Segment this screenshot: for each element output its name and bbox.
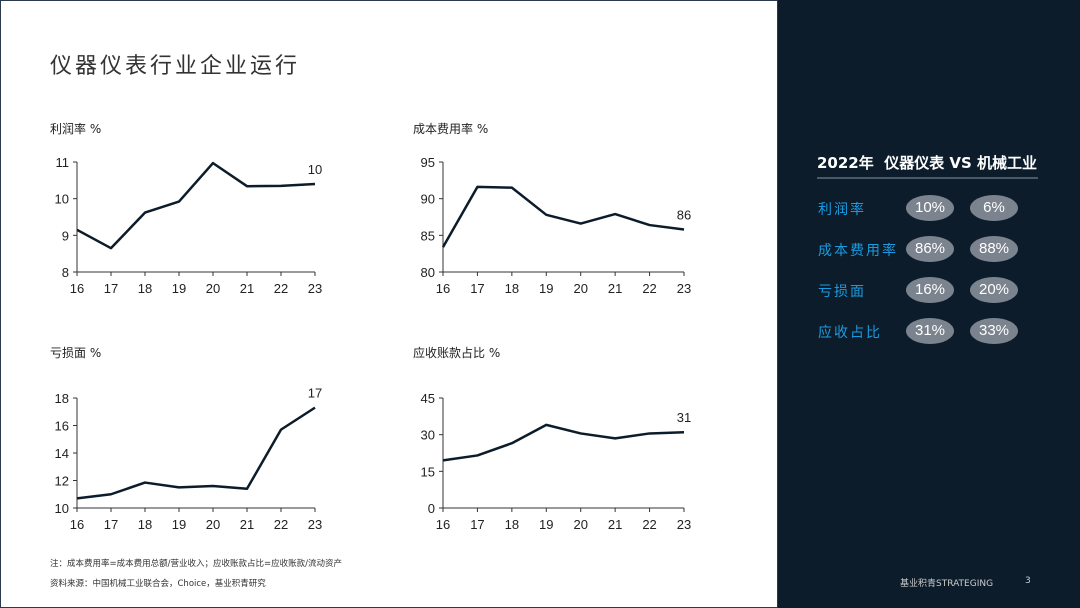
panel-title: 2022年 仪器仪表 VS 机械工业 (817, 154, 1038, 172)
series-line (442, 423, 685, 462)
x-tick-label: 17 (104, 517, 118, 532)
x-tick-label: 22 (642, 517, 656, 532)
y-tick-label: 80 (421, 265, 435, 280)
chart-title-loss: 亏损面 % (50, 346, 102, 360)
end-data-label: 10 (308, 162, 322, 177)
x-tick-label: 19 (172, 281, 186, 296)
x-tick-label: 20 (206, 517, 220, 532)
x-tick-label: 18 (138, 281, 152, 296)
panel-row-label: 利润率 (818, 202, 866, 218)
x-tick-label: 20 (573, 281, 587, 296)
x-tick-label: 17 (470, 281, 484, 296)
machinery-value-pill: 33% (970, 318, 1018, 344)
x-tick-label: 16 (70, 517, 84, 532)
y-tick-label: 18 (55, 391, 69, 406)
x-tick-label: 16 (436, 517, 450, 532)
y-tick-label: 30 (421, 428, 435, 443)
x-tick-label: 19 (539, 517, 553, 532)
y-tick-label: 10 (55, 501, 69, 516)
y-tick-label: 95 (421, 155, 435, 170)
x-tick-label: 23 (677, 281, 691, 296)
x-tick-label: 17 (470, 517, 484, 532)
x-tick-label: 16 (436, 281, 450, 296)
series-line (76, 406, 316, 500)
x-tick-label: 18 (505, 517, 519, 532)
x-tick-label: 23 (308, 517, 322, 532)
x-tick-label: 20 (573, 517, 587, 532)
machinery-value-pill: 88% (970, 236, 1018, 262)
x-tick-label: 21 (608, 517, 622, 532)
page-number: 3 (1025, 576, 1031, 586)
instrument-value-pill: 16% (906, 277, 954, 303)
y-tick-label: 10 (55, 192, 69, 207)
x-tick-label: 22 (642, 281, 656, 296)
x-tick-label: 23 (308, 281, 322, 296)
x-tick-label: 16 (70, 281, 84, 296)
chart-title-cost: 成本费用率 % (413, 122, 489, 136)
x-tick-label: 20 (206, 281, 220, 296)
end-data-label: 31 (677, 410, 691, 425)
y-tick-label: 15 (421, 464, 435, 479)
source-note: 资料来源：中国机械工业联合会，Choice，基业积青研究 (50, 579, 266, 589)
y-tick-label: 12 (55, 474, 69, 489)
x-tick-label: 19 (172, 517, 186, 532)
y-tick-label: 8 (62, 265, 69, 280)
series-line (76, 161, 316, 250)
instrument-value-pill: 31% (906, 318, 954, 344)
chart-title-receivables: 应收账款占比 % (413, 346, 501, 360)
y-tick-label: 0 (428, 501, 435, 516)
y-tick-label: 14 (55, 446, 69, 461)
chart-title-profit: 利润率 % (50, 122, 102, 136)
x-tick-label: 22 (274, 517, 288, 532)
y-tick-label: 85 (421, 228, 435, 243)
y-tick-label: 9 (62, 228, 69, 243)
machinery-value-pill: 6% (970, 195, 1018, 221)
panel-row-label: 成本费用率 (818, 243, 898, 259)
summary-panel (778, 0, 1080, 608)
panel-row-label: 应收占比 (818, 325, 882, 341)
page-title: 仪器仪表行业企业运行 (50, 54, 301, 79)
machinery-value-pill: 20% (970, 277, 1018, 303)
charts: 8 9 10 11 16 17 18 19 20 21 22 23 10 80 85 90 95 16 17 18 19… (55, 155, 692, 532)
slide-content (0, 0, 778, 608)
y-tick-label: 11 (56, 155, 70, 170)
y-tick-label: 90 (421, 192, 435, 207)
series-line (441, 185, 685, 248)
x-tick-label: 17 (104, 281, 118, 296)
x-tick-label: 23 (677, 517, 691, 532)
x-tick-label: 18 (505, 281, 519, 296)
y-tick-label: 45 (421, 391, 435, 406)
x-tick-label: 21 (608, 281, 622, 296)
x-tick-label: 21 (240, 517, 254, 532)
footer-brand: 基业积青STRATEGING (900, 579, 994, 589)
y-tick-label: 16 (55, 419, 69, 434)
instrument-value-pill: 10% (906, 195, 954, 221)
x-tick-label: 19 (539, 281, 553, 296)
x-tick-label: 18 (138, 517, 152, 532)
panel-divider (817, 177, 1038, 179)
x-tick-label: 21 (240, 281, 254, 296)
footnote: 注：成本费用率=成本费用总额/营业收入；应收账款占比=应收账款/流动资产 (50, 559, 342, 569)
end-data-label: 86 (677, 207, 691, 222)
instrument-value-pill: 86% (906, 236, 954, 262)
x-tick-label: 22 (274, 281, 288, 296)
panel-row-label: 亏损面 (818, 284, 866, 300)
end-data-label: 17 (308, 386, 322, 401)
